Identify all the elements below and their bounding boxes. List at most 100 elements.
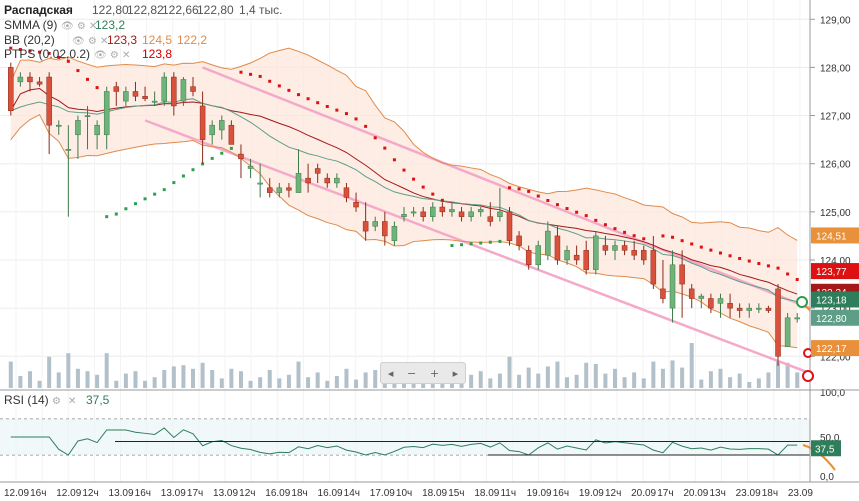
time-axis: 12.09 16ч 12.09 12ч 13.09 16ч 13.09 17ч 13.09 12ч… [4, 488, 813, 499]
time-tick-label: 12.09 [4, 488, 29, 499]
volume-bar [47, 356, 52, 388]
time-tick-label: 19.09 [527, 488, 552, 499]
sar-dot [28, 49, 32, 53]
volume-bar [497, 373, 502, 388]
candle-body [593, 235, 599, 270]
parabolic-sar-dots [9, 46, 799, 282]
candle-body [276, 187, 283, 193]
price-tick-label: 124,00 [820, 256, 851, 267]
sar-dot [297, 93, 301, 97]
zoom-out-button[interactable]: − [406, 366, 417, 380]
time-tick-label: 14ч [344, 488, 360, 499]
candle-body [784, 317, 791, 347]
volume-bar [373, 370, 378, 388]
zoom-in-button[interactable]: + [429, 366, 440, 380]
sar-dot [613, 227, 617, 231]
bb-band-fill [10, 48, 798, 348]
eye-icon[interactable]: 👁 ⚙ ✕ [61, 21, 97, 32]
scroll-left-button[interactable]: ◂ [387, 366, 394, 380]
sar-dot [594, 218, 598, 222]
volume-bar [238, 371, 243, 388]
rsi-close-icon[interactable]: ✕ [68, 396, 76, 407]
candle-body [324, 177, 331, 184]
rsi-line [10, 427, 798, 456]
candle-body [142, 96, 148, 99]
bb-lower-line [10, 114, 798, 349]
time-tick-label: 20.09 [683, 488, 708, 499]
sar-dot [229, 146, 233, 150]
candle-body [736, 307, 743, 311]
time-tick-label: 13.09 [213, 488, 238, 499]
volume-bar [660, 368, 665, 388]
volume-bar [526, 367, 531, 388]
ptps-value: 123,8 [142, 47, 172, 61]
volume-bar [191, 368, 196, 388]
volume-bar [123, 373, 128, 388]
sar-dot [325, 104, 329, 108]
channel-upper-line [202, 66, 810, 310]
sar-dot [268, 79, 272, 83]
sar-dot [728, 254, 732, 258]
candle-body [161, 76, 167, 102]
time-tick-label: 13.09 [161, 488, 186, 499]
volume-bar [267, 370, 272, 388]
volume-bar [593, 364, 598, 388]
sar-dot [344, 112, 348, 116]
candle-body [305, 177, 311, 184]
price-tag [811, 291, 859, 308]
sar-dot [757, 262, 761, 266]
candle-body [372, 221, 378, 227]
ptps-controls[interactable]: 👁 ⚙ ✕ [94, 50, 130, 61]
time-tick-label: 13.09 [109, 488, 134, 499]
price-tick-label: 122,00 [820, 352, 851, 363]
volume-bar [8, 361, 13, 388]
volume-bar [641, 378, 646, 388]
sar-dot [383, 146, 387, 150]
sar-dot [488, 240, 492, 244]
candle-body [238, 153, 244, 160]
candle-body [382, 221, 388, 237]
volume-bar [18, 376, 23, 388]
sar-dot [172, 181, 176, 185]
sar-dot [162, 188, 166, 192]
time-tick-label: 12ч [82, 488, 98, 499]
volume-bar [737, 373, 742, 388]
candle-body [151, 100, 158, 103]
ptps-label: PTPS (0.02,0.2) [4, 47, 90, 61]
time-tick-label: 12ч [239, 488, 255, 499]
volume-bar [344, 368, 349, 388]
smma-controls[interactable]: 👁 ⚙ ✕ [61, 21, 97, 32]
volume-bar [258, 377, 263, 388]
candle-body [257, 182, 263, 185]
close-icon[interactable]: 👁 ⚙ ✕ [94, 50, 130, 61]
volume-bar [555, 361, 560, 388]
rsi-panel: 100,0 50,0 0,0 37,5 [0, 388, 845, 483]
candle-body [487, 216, 494, 222]
rsi-label: RSI (14) [4, 393, 49, 407]
time-tick-label: 11ч [500, 488, 516, 499]
candle-body [420, 211, 426, 217]
bb-controls[interactable]: 👁 ⚙ ✕ [72, 36, 108, 47]
rsi-gear-icon[interactable]: ⚙ [52, 396, 61, 407]
sar-dot [507, 186, 511, 190]
price-tick-label: 127,00 [820, 112, 851, 123]
price-tag-label: 122,17 [816, 344, 847, 355]
volume-bar [210, 370, 215, 388]
scroll-right-button[interactable]: ▸ [452, 366, 459, 380]
candle-body [113, 86, 120, 92]
candle-body [554, 235, 561, 261]
sar-dot [709, 248, 713, 252]
sar-dot [364, 124, 368, 128]
gear-icon[interactable]: 👁 ⚙ ✕ [72, 36, 108, 47]
volume-bar [603, 373, 608, 388]
candle-body [171, 76, 177, 107]
sar-dot [699, 245, 703, 249]
ohlc-close: 122,80 [197, 3, 234, 17]
candle-body [535, 245, 542, 266]
volume-bar [56, 372, 61, 388]
volume-bar [680, 367, 685, 388]
rsi-tag [811, 440, 841, 457]
chart-navigator[interactable]: ◂ − + ▸ [380, 362, 466, 384]
